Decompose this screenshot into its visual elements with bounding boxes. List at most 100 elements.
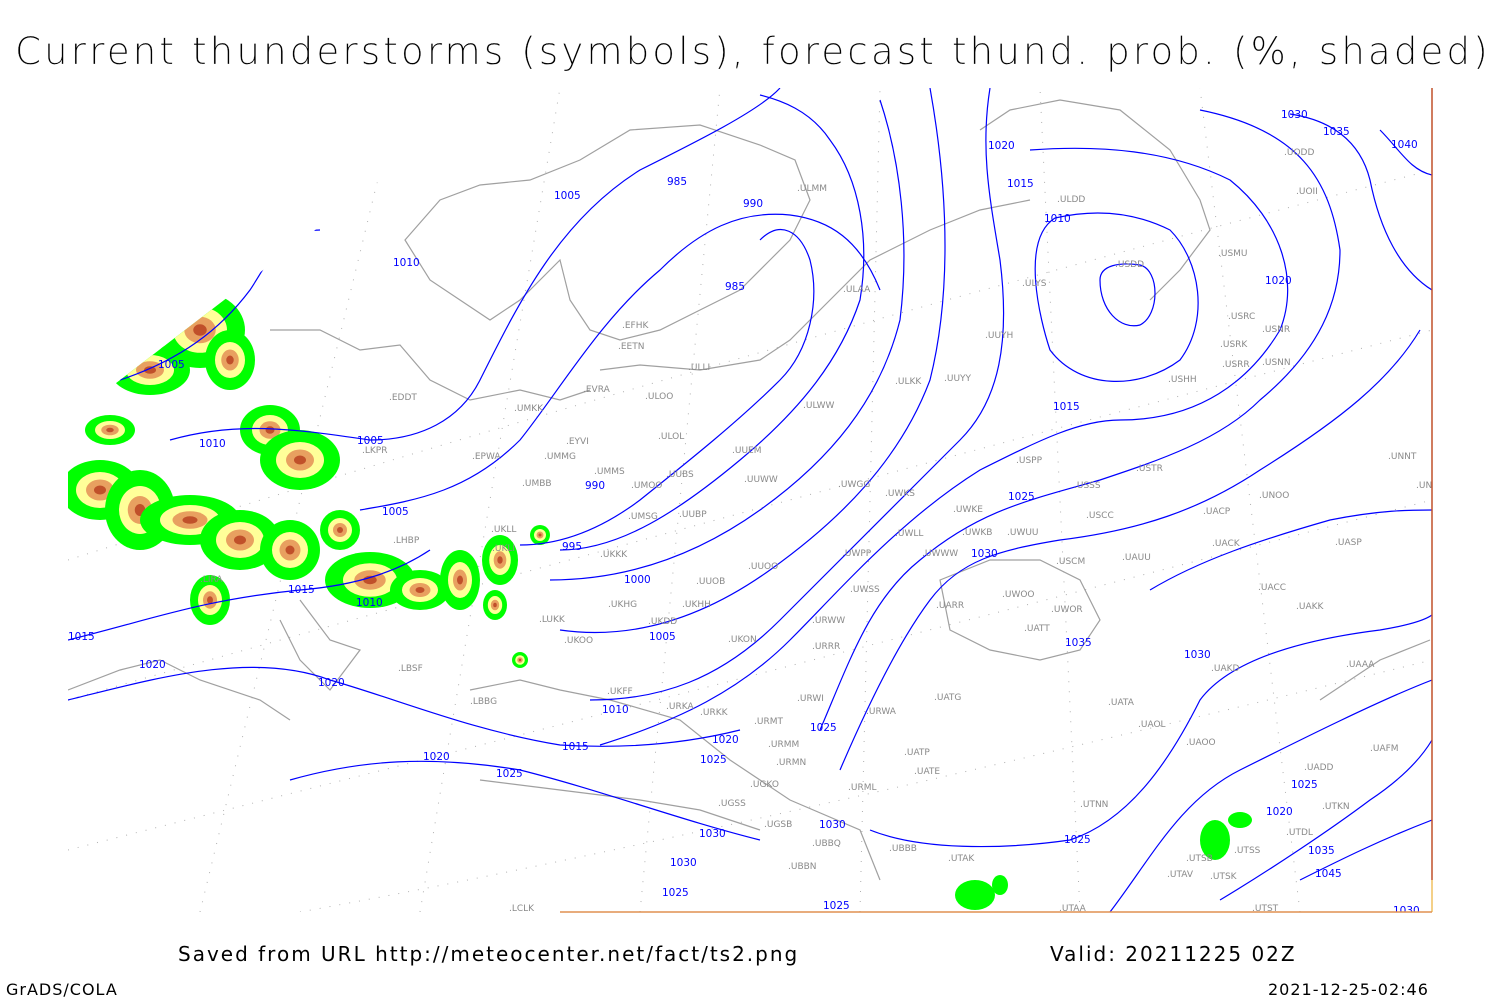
station-label: .ULDD (1057, 195, 1085, 205)
station-label: .UWSS (850, 585, 880, 595)
isobar-label: 1030 (699, 828, 726, 840)
isobar-label: 1030 (1281, 109, 1308, 121)
probability-blob (1228, 812, 1252, 828)
station-label: .USNN (1262, 358, 1291, 368)
station-label: .UWUU (1007, 528, 1039, 538)
station-label: .UBBQ (812, 839, 841, 849)
probability-blob (1200, 820, 1230, 860)
station-label: .UUBS (666, 470, 694, 480)
station-label: .EYVI (566, 437, 589, 447)
isobar-label: 1025 (823, 900, 850, 912)
station-label: .UUOB (696, 577, 725, 587)
station-label: .UWPP (842, 549, 872, 559)
station-label: .UWOO (1002, 590, 1035, 600)
station-label: .UTAA (1059, 904, 1087, 914)
station-label: .USSS (1074, 481, 1101, 491)
station-label: .UATA (1108, 698, 1135, 708)
station-label: .UARR (936, 601, 964, 611)
station-label: .UWGG (838, 480, 870, 490)
station-label: .USMU (1218, 249, 1248, 259)
station-label: .UTSK (1210, 872, 1238, 882)
station-label: .UKHH (682, 600, 711, 610)
station-label: .UKOO (564, 636, 593, 646)
station-label: .UACK (1212, 539, 1241, 549)
isobar-labels: 1005 985 990 1010 985 1020 1015 1010 1020 1015 103… (68, 109, 1420, 912)
station-label: .UMSG (628, 512, 658, 522)
thunderstorm-probability-shading (68, 292, 1252, 910)
isobar-label: 1020 (712, 734, 739, 746)
isobar-label: 1010 (393, 257, 420, 269)
station-label: .URMN (776, 758, 806, 768)
saved-from-url: Saved from URL http://meteocenter.net/fa… (178, 942, 800, 966)
station-label: .UGSB (764, 820, 792, 830)
isobar-label: 1025 (700, 754, 727, 766)
station-label: .UTST (1252, 904, 1279, 914)
isobar-label: 1010 (1044, 213, 1071, 225)
isobar-label: 1035 (1065, 637, 1092, 649)
isobar-label: 1030 (971, 548, 998, 560)
isobar-label: 1030 (670, 857, 697, 869)
station-label: .UGKO (750, 780, 779, 790)
station-label: .UMOO (631, 481, 662, 491)
software-credit: GrADS/COLA (6, 980, 118, 999)
probability-blob (226, 355, 234, 365)
station-label: .UTAV (1167, 870, 1194, 880)
station-label: .UUWW (744, 475, 778, 485)
station-label: .UAFM (1370, 744, 1399, 754)
station-label: .UTDL (1286, 828, 1313, 838)
station-label: .UMMG (544, 452, 576, 462)
station-label: .UUOO (748, 562, 778, 572)
station-label: .ULOO (645, 392, 673, 402)
station-label: .USCM (1056, 557, 1085, 567)
isobar-label: 1025 (1064, 834, 1091, 846)
station-label: .UTSS (1234, 846, 1261, 856)
station-label: .UBBB (889, 844, 917, 854)
station-label: .ULMM (797, 184, 827, 194)
station-label: .UUEM (732, 446, 762, 456)
station-label: .UGSS (718, 799, 746, 809)
station-label: .UATE (914, 767, 940, 777)
probability-blob (94, 485, 106, 495)
station-label: .ULYS (1022, 279, 1047, 289)
station-label: .UKHG (608, 600, 637, 610)
station-label: .ULKK (895, 377, 922, 387)
isobar-label: 1030 (819, 819, 846, 831)
station-label: .UTKN (1322, 802, 1350, 812)
isobar-label: 1035 (1323, 126, 1350, 138)
isobars (68, 88, 1432, 912)
isobar-label: 1005 (382, 506, 409, 518)
station-label: .LCLK (509, 904, 535, 914)
isobar-label: 1020 (988, 140, 1015, 152)
isobar-label: 1000 (624, 574, 651, 586)
station-label: .UTSB (1186, 854, 1213, 864)
isobar-label: 1010 (356, 597, 383, 609)
station-label: .EFHK (622, 321, 649, 331)
isobar-label: 1015 (1053, 401, 1080, 413)
station-label: .UWKS (885, 489, 915, 499)
isobar-label: 1025 (662, 887, 689, 899)
station-label: .URKK (700, 708, 729, 718)
station-labels: .ULMM .ULDD .UODD .UOII .USMU .USDD .ULYS .ULAA… (200, 148, 1432, 914)
station-label: .UATP (904, 748, 930, 758)
isobar-label: 995 (562, 541, 582, 553)
station-label: .URWW (812, 616, 845, 626)
probability-blob (294, 455, 306, 465)
station-label: .LKPR (362, 446, 387, 456)
station-label: .UTAK (948, 854, 975, 864)
station-label: .UUBP (679, 510, 707, 520)
station-label: .UWKB (962, 528, 992, 538)
isobar-label: 1015 (562, 741, 589, 753)
station-label: .UATG (934, 693, 961, 703)
coastlines (68, 99, 1431, 881)
station-label: .UAOL (1138, 720, 1166, 730)
station-label: .LBSF (398, 664, 423, 674)
probability-blob (497, 556, 503, 564)
isobar-label: 1020 (1266, 806, 1293, 818)
station-label: .ULAA (843, 285, 871, 295)
isobar-label: 985 (667, 176, 687, 188)
station-label: .UAOO (1186, 738, 1216, 748)
station-label: .USPP (1016, 456, 1043, 466)
station-label: .USNR (1262, 325, 1290, 335)
isobar-label: 1035 (1308, 845, 1335, 857)
